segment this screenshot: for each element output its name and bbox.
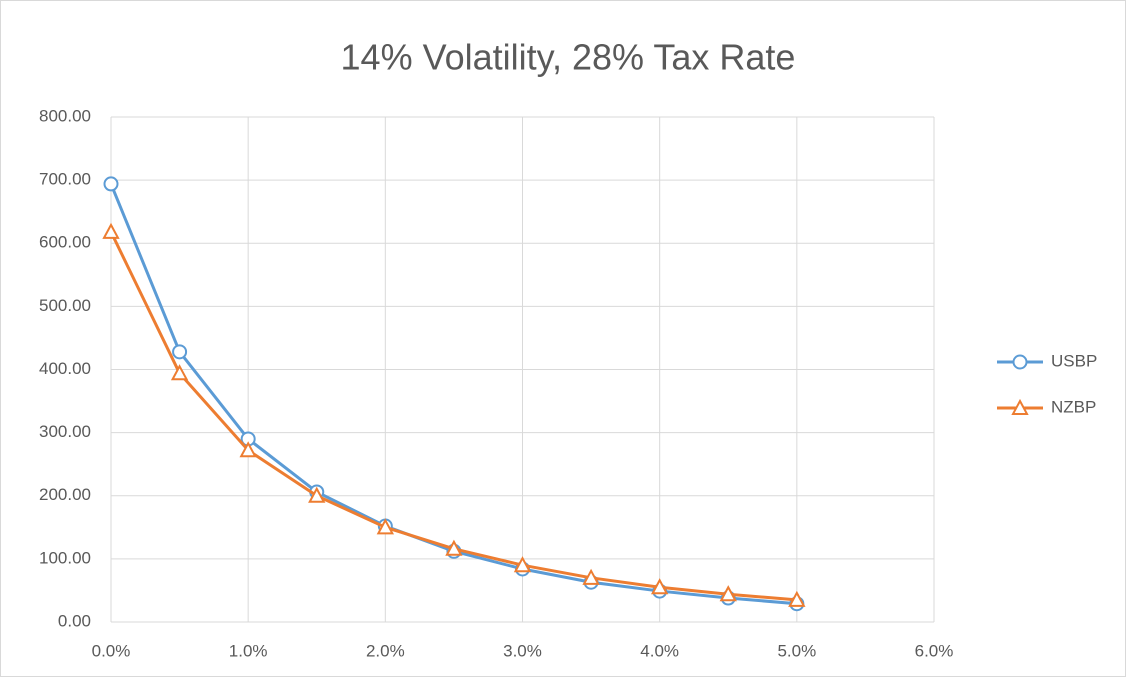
legend-label: NZBP xyxy=(1051,397,1096,416)
marker xyxy=(719,585,737,602)
marker xyxy=(170,364,189,381)
x-tick-label: 6.0% xyxy=(915,641,954,660)
marker xyxy=(1011,398,1029,415)
x-tick-label: 1.0% xyxy=(229,641,268,660)
marker xyxy=(239,441,257,458)
y-tick-label: 500.00 xyxy=(39,296,91,315)
legend-label: USBP xyxy=(1051,351,1097,370)
marker xyxy=(445,539,463,556)
x-tick-label: 3.0% xyxy=(503,641,542,660)
y-tick-label: 600.00 xyxy=(39,233,91,252)
y-tick-label: 0.00 xyxy=(58,611,91,630)
x-tick-label: 5.0% xyxy=(777,641,816,660)
marker xyxy=(650,578,669,595)
x-tick-label: 0.0% xyxy=(92,641,131,660)
x-tick-label: 4.0% xyxy=(640,641,679,660)
y-tick-label: 100.00 xyxy=(39,548,91,567)
marker xyxy=(582,568,600,585)
marker xyxy=(102,222,120,239)
marker xyxy=(308,486,326,503)
marker xyxy=(1012,354,1028,370)
y-tick-label: 700.00 xyxy=(39,170,91,189)
chart-title: 14% Volatility, 28% Tax Rate xyxy=(341,37,796,78)
x-tick-label: 2.0% xyxy=(366,641,405,660)
marker xyxy=(513,556,532,573)
y-tick-label: 800.00 xyxy=(39,106,91,125)
marker xyxy=(376,518,395,535)
marker xyxy=(172,344,188,360)
y-tick-label: 400.00 xyxy=(39,359,91,378)
y-tick-label: 200.00 xyxy=(39,485,91,504)
marker xyxy=(103,176,119,192)
marker xyxy=(788,590,806,607)
y-tick-label: 300.00 xyxy=(39,422,91,441)
